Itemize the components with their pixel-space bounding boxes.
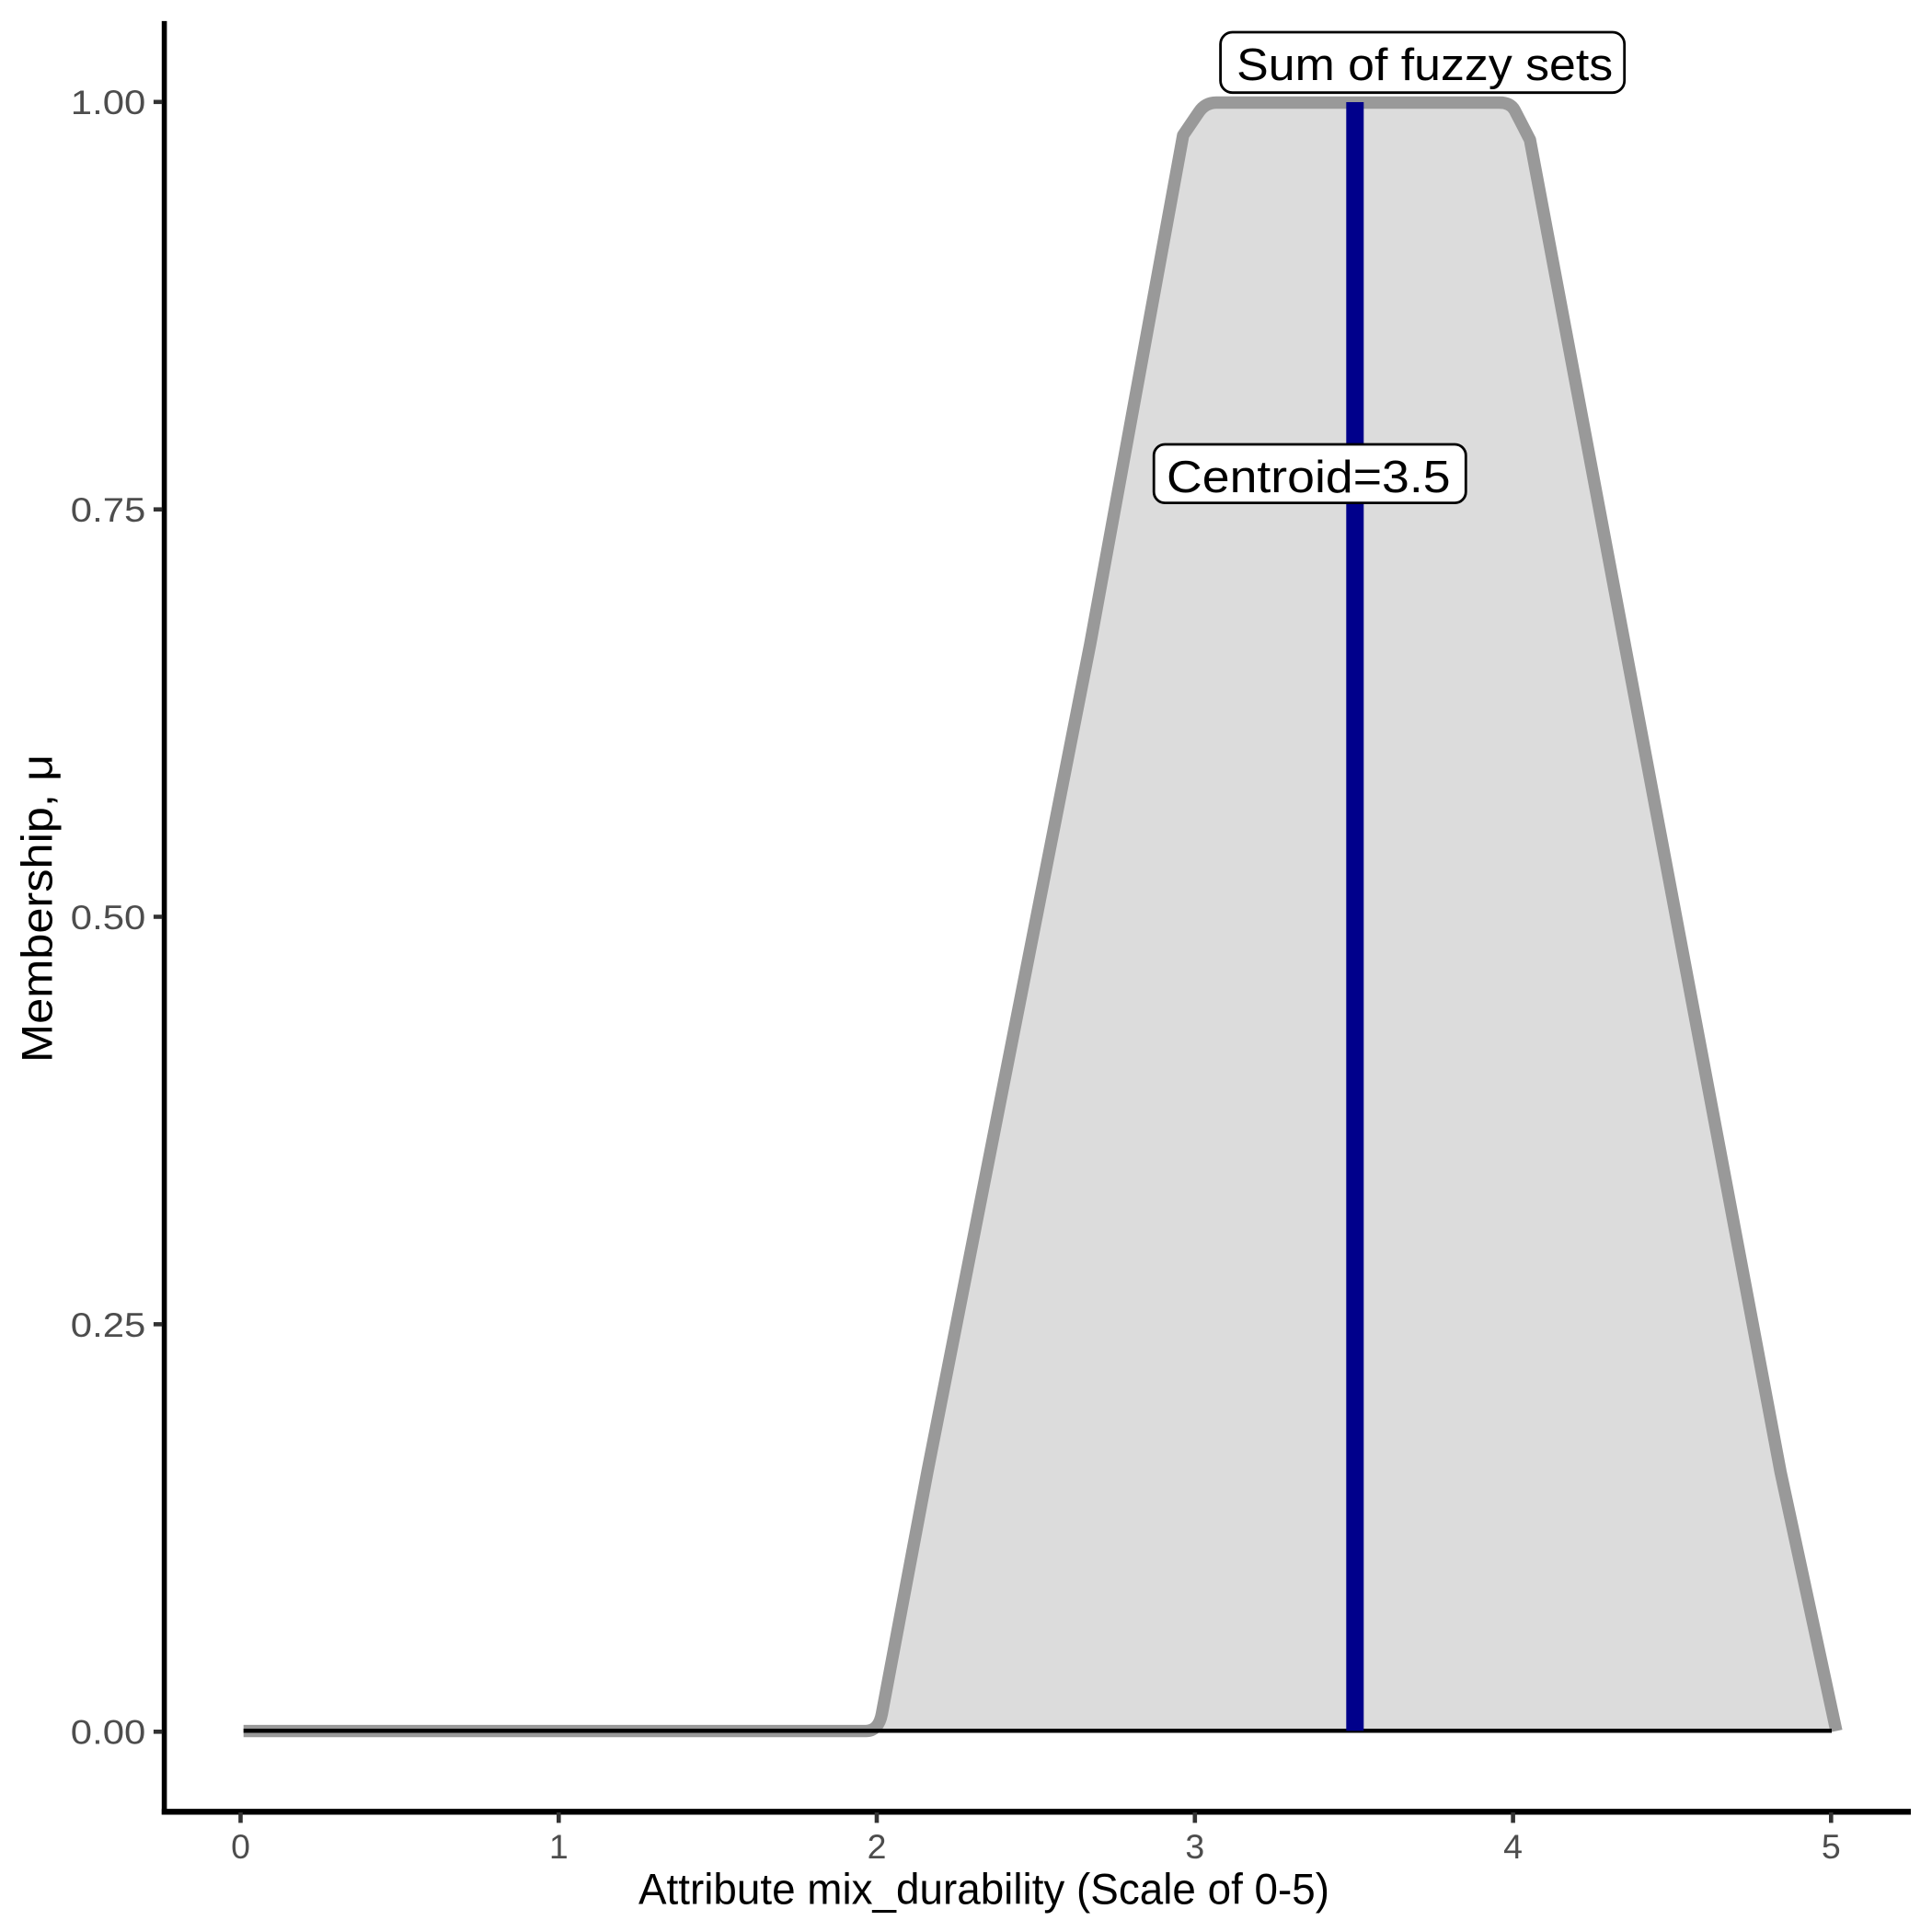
svg-text:Centroid=3.5: Centroid=3.5 [1167,453,1451,502]
svg-text:3: 3 [1185,1827,1204,1866]
svg-text:1.00: 1.00 [71,83,146,121]
svg-text:Attribute mix_durability (Scal: Attribute mix_durability (Scale of 0-5) [638,1865,1329,1914]
svg-text:0: 0 [231,1827,250,1866]
svg-text:5: 5 [1822,1827,1841,1866]
svg-text:0.75: 0.75 [71,490,146,529]
svg-text:0.50: 0.50 [71,898,146,937]
svg-text:Membership, μ: Membership, μ [14,754,63,1063]
svg-text:0.25: 0.25 [71,1305,146,1344]
svg-text:1: 1 [549,1827,569,1866]
svg-text:0.00: 0.00 [71,1713,146,1752]
svg-text:4: 4 [1503,1827,1523,1866]
svg-text:2: 2 [868,1827,887,1866]
svg-text:Sum of fuzzy sets: Sum of fuzzy sets [1236,40,1613,90]
